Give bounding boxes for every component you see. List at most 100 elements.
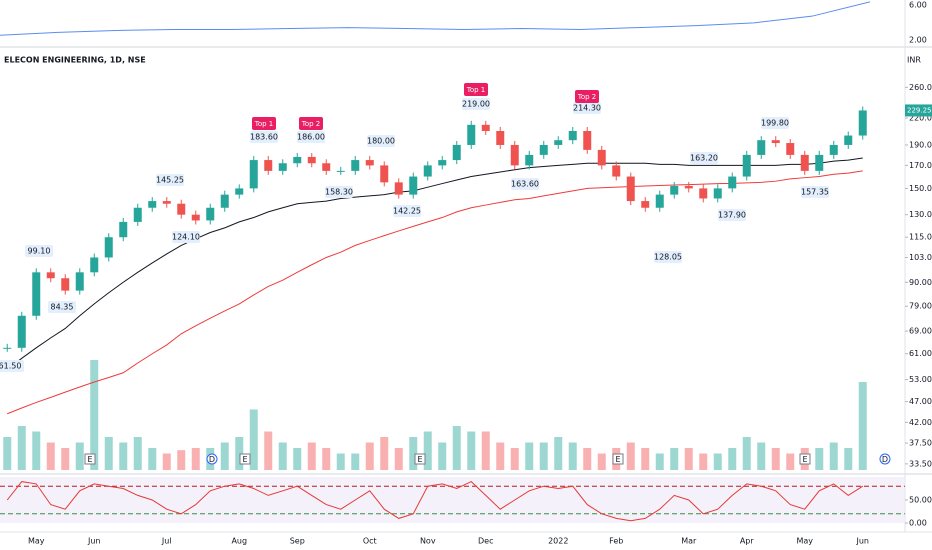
annotation: 61.50 [0, 362, 21, 371]
y-tick-label: 69.00 [909, 327, 932, 336]
volume-bar [655, 453, 664, 470]
volume-bar [786, 453, 795, 470]
annotation-box [156, 174, 184, 186]
ma-line [6, 157, 863, 370]
y-tick-label: 61.00 [909, 349, 932, 358]
x-tick-label: Jul [161, 537, 172, 546]
candle-body [626, 176, 635, 202]
candle-body [336, 170, 345, 172]
annotation: 219.00 [462, 100, 490, 109]
candle-body [568, 130, 577, 141]
candle-body [206, 207, 215, 221]
x-tick-label: Aug [231, 537, 247, 546]
candle-body [771, 140, 780, 144]
x-tick-label: Apr [740, 537, 755, 546]
x-tick-label: Sep [290, 537, 305, 546]
event-label: E [802, 455, 807, 464]
volume-bar [148, 448, 157, 470]
event-label: E [615, 455, 620, 464]
annotation: 199.80 [761, 119, 789, 128]
candle-body [177, 203, 186, 215]
volume-bar [322, 448, 331, 470]
candle-body [32, 272, 41, 316]
volume-bar [597, 453, 606, 470]
candle-body [539, 144, 548, 155]
volume-bar [365, 442, 374, 470]
volume-bar [17, 426, 26, 470]
volume-bar [742, 437, 751, 470]
volume-bar [713, 453, 722, 470]
y-tick-label: 53.00 [909, 375, 932, 384]
y-tick-label: 190.00 [909, 140, 932, 149]
annotation: 180.00 [367, 137, 395, 146]
volume-bar [641, 448, 650, 470]
volume-bar [757, 442, 766, 470]
y-tick-label: 0.00 [909, 519, 927, 528]
annotation-box [172, 231, 200, 243]
x-tick-label: Jun [87, 537, 101, 546]
annotation-box [462, 98, 490, 110]
volume-bar [336, 453, 345, 470]
annotation: 124.10 [172, 233, 200, 242]
annotation-box [573, 102, 601, 114]
volume-bar [771, 448, 780, 470]
event-marker [206, 453, 218, 465]
candle-body [496, 130, 505, 145]
candle-body [525, 154, 534, 166]
annotation: 163.60 [511, 180, 539, 189]
y-tick-label: 220.00 [909, 114, 932, 123]
annotation-box [48, 301, 76, 313]
last-price-label: 229.25 [907, 106, 932, 114]
volume-bar [307, 442, 316, 470]
y-tick-label: 130.00 [909, 210, 932, 219]
candle-body [641, 201, 650, 208]
candle-body [742, 154, 751, 177]
volume-bar [264, 431, 273, 470]
event-marker [414, 453, 426, 465]
volume-bar [220, 442, 229, 470]
candle-body [3, 347, 12, 349]
volume-bar [351, 453, 360, 470]
pattern-label: Top 1 [254, 120, 274, 128]
candle-body [583, 130, 592, 150]
volume-bar [278, 442, 287, 470]
volume-bar [438, 442, 447, 470]
volume-bar [829, 442, 838, 470]
candle-body [61, 278, 70, 291]
annotation-box [801, 186, 829, 198]
annotation: 84.35 [51, 303, 74, 312]
candle-body [670, 185, 679, 195]
x-tick-label: May [796, 537, 813, 546]
annotation: 214.30 [573, 104, 601, 113]
volume-bar [728, 448, 737, 470]
volume-bar [394, 448, 403, 470]
candle-body [351, 160, 360, 171]
event-label: E [242, 455, 247, 464]
volume-bar [568, 442, 577, 470]
candle-body [713, 188, 722, 199]
x-tick-label: Feb [609, 537, 623, 546]
annotation: 157.35 [801, 188, 829, 197]
annotation: 128.05 [654, 253, 682, 262]
candle-body [699, 188, 708, 199]
annotation-box [25, 245, 53, 257]
volume-bar [235, 437, 244, 470]
annotation-box [393, 205, 421, 217]
event-label: D [209, 455, 215, 464]
x-tick-label: Dec [478, 537, 493, 546]
volume-bar [626, 442, 635, 470]
candle-body [829, 144, 838, 155]
oscillator-line [6, 481, 864, 522]
candle-body [119, 221, 128, 238]
annotation-box [511, 178, 539, 190]
candle-body [467, 124, 476, 145]
candle-body [394, 182, 403, 195]
pattern-box [464, 83, 488, 96]
volume-bar [539, 442, 548, 470]
annotation: 163.20 [690, 154, 718, 163]
y-tick-label: 2.00 [909, 35, 927, 44]
volume-bar [699, 453, 708, 470]
volume-bar [684, 448, 693, 470]
candle-body [220, 194, 229, 208]
